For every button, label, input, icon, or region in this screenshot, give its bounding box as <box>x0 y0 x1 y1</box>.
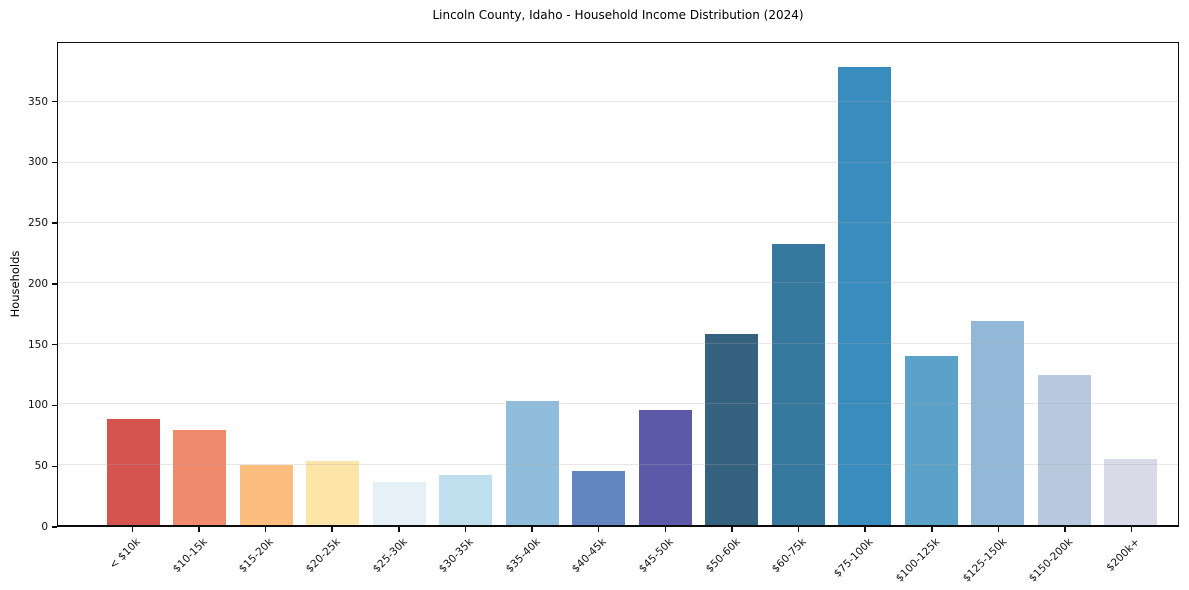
ytick-label-150: 150 <box>27 338 48 351</box>
bar-35-40k <box>505 400 559 525</box>
xtick-mark-11 <box>797 527 800 532</box>
ytick-mark-50 <box>52 465 57 467</box>
bar-slot-1 <box>100 43 167 525</box>
bar-75-100k <box>838 67 892 525</box>
y-axis-tick-labels: 0 50 100 150 200 250 300 350 <box>0 42 48 533</box>
bar-slot-5 <box>366 43 433 525</box>
ytick-mark-350 <box>52 100 57 103</box>
xtick-mark-5 <box>398 527 400 532</box>
ytick-mark-200 <box>52 283 57 285</box>
x-axis: < $10k $10-15k $15-20k $20-25k $25-30k $30-35… <box>57 527 1179 587</box>
gridline-50 <box>58 463 1178 465</box>
bar-10k <box>106 418 160 525</box>
ytick-label-200: 200 <box>27 277 48 290</box>
bar-slot-7 <box>499 43 566 525</box>
bar-slot-4 <box>300 43 367 525</box>
bar-slot-8 <box>566 43 633 525</box>
ytick-mark-250 <box>52 222 57 224</box>
bar-125-150k <box>971 320 1025 525</box>
bar-100-125k <box>904 355 958 525</box>
bar-series <box>58 43 1178 525</box>
xtick-label-30-35k: $30-35k <box>436 536 476 576</box>
bar-10-15k <box>173 429 227 525</box>
xtick-label-45-50k: $45-50k <box>636 536 676 576</box>
bar-slot-2 <box>167 43 234 525</box>
bar-slot-14 <box>965 43 1032 525</box>
bar-20-25k <box>306 460 360 525</box>
bar-slot-6 <box>433 43 500 525</box>
xtick-label-40-45k: $40-45k <box>570 536 610 576</box>
bar-slot-11 <box>765 43 832 525</box>
bar-slot-16 <box>1098 43 1165 525</box>
ytick-mark-100 <box>52 404 57 407</box>
xtick-mark-10 <box>731 527 733 532</box>
gridline-150 <box>58 342 1178 344</box>
gridline-250 <box>58 222 1178 223</box>
xtick-mark-4 <box>331 527 333 532</box>
xtick-mark-1 <box>131 527 133 532</box>
ytick-mark-0 <box>52 526 57 528</box>
xtick-label-75-100k: $75-100k <box>831 536 876 580</box>
xtick-mark-3 <box>264 527 267 532</box>
chart-title: Lincoln County, Idaho - Household Income… <box>432 8 804 22</box>
xtick-label-10-15k: $10-15k <box>170 536 210 576</box>
xtick-label-35-40k: $35-40k <box>503 536 543 576</box>
xtick-label-25-30k: $25-30k <box>370 536 410 576</box>
ytick-mark-300 <box>52 161 57 164</box>
ytick-label-350: 350 <box>27 95 48 108</box>
gridline-200 <box>58 282 1178 284</box>
bar-50-60k <box>705 334 759 525</box>
bar-slot-13 <box>898 43 965 525</box>
bar-slot-3 <box>233 43 300 525</box>
bar-slot-12 <box>832 43 899 525</box>
bar-30-35k <box>439 475 493 525</box>
xtick-label-10k: < $10k <box>107 536 143 572</box>
bar-40-45k <box>572 470 626 525</box>
xtick-mark-8 <box>597 527 600 532</box>
bar-slot-9 <box>632 43 699 525</box>
xtick-mark-14 <box>997 527 1000 532</box>
xtick-label-20-25k: $20-25k <box>303 536 343 576</box>
xtick-label-200k: $200k+ <box>1104 536 1143 574</box>
xtick-label-15-20k: $15-20k <box>236 536 277 576</box>
xtick-label-150-200k: $150-200k <box>1027 536 1076 585</box>
ytick-label-0: 0 <box>41 521 48 533</box>
ytick-mark-150 <box>52 343 57 346</box>
y-axis-tick-marks <box>52 42 57 528</box>
xtick-mark-12 <box>864 527 866 532</box>
ytick-label-250: 250 <box>27 217 48 230</box>
ytick-label-100: 100 <box>27 399 48 412</box>
xtick-label-100-125k: $100-125k <box>893 536 943 585</box>
xtick-mark-6 <box>464 527 467 532</box>
bar-15-20k <box>239 464 293 525</box>
xtick-mark-16 <box>1130 527 1133 532</box>
gridline-100 <box>58 403 1178 405</box>
xtick-mark-9 <box>664 527 666 532</box>
bar-45-50k <box>638 410 692 525</box>
bar-slot-10 <box>699 43 766 525</box>
ytick-label-50: 50 <box>34 460 48 473</box>
xtick-mark-7 <box>531 527 533 532</box>
gridline-350 <box>58 101 1178 103</box>
xtick-mark-2 <box>198 527 200 532</box>
xtick-label-60-75k: $60-75k <box>769 536 810 576</box>
bar-25-30k <box>372 481 426 525</box>
bar-slot-15 <box>1031 43 1098 525</box>
xtick-label-50-60k: $50-60k <box>703 536 743 576</box>
plot-area <box>57 42 1179 527</box>
xtick-mark-15 <box>1064 527 1066 532</box>
xtick-mark-13 <box>931 527 933 532</box>
ytick-label-300: 300 <box>27 156 48 169</box>
xtick-label-125-150k: $125-150k <box>960 536 1009 585</box>
bar-60-75k <box>771 243 825 525</box>
bar-150-200k <box>1037 375 1091 525</box>
gridline-300 <box>58 161 1178 163</box>
bar-200k <box>1104 458 1158 525</box>
